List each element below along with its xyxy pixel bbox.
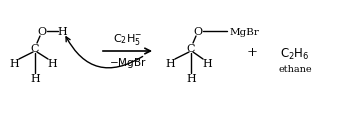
Text: MgBr: MgBr	[230, 27, 260, 36]
Text: O: O	[193, 27, 203, 37]
Text: $\mathsf{C_2H_6}$: $\mathsf{C_2H_6}$	[280, 46, 310, 61]
Text: H: H	[165, 59, 175, 68]
Text: C: C	[31, 44, 39, 54]
Text: C: C	[187, 44, 195, 54]
Text: H: H	[202, 59, 212, 68]
Text: O: O	[38, 27, 47, 37]
Text: +: +	[247, 45, 257, 58]
Text: H: H	[47, 59, 57, 68]
Text: $\mathsf{-MgBr}$: $\mathsf{-MgBr}$	[109, 55, 147, 69]
Text: $\mathsf{C_2H_5^{-}}$: $\mathsf{C_2H_5^{-}}$	[114, 31, 143, 46]
Text: H: H	[9, 59, 19, 68]
Text: H: H	[186, 73, 196, 83]
Text: H: H	[57, 27, 67, 37]
Text: ethane: ethane	[278, 64, 312, 73]
Text: H: H	[30, 73, 40, 83]
